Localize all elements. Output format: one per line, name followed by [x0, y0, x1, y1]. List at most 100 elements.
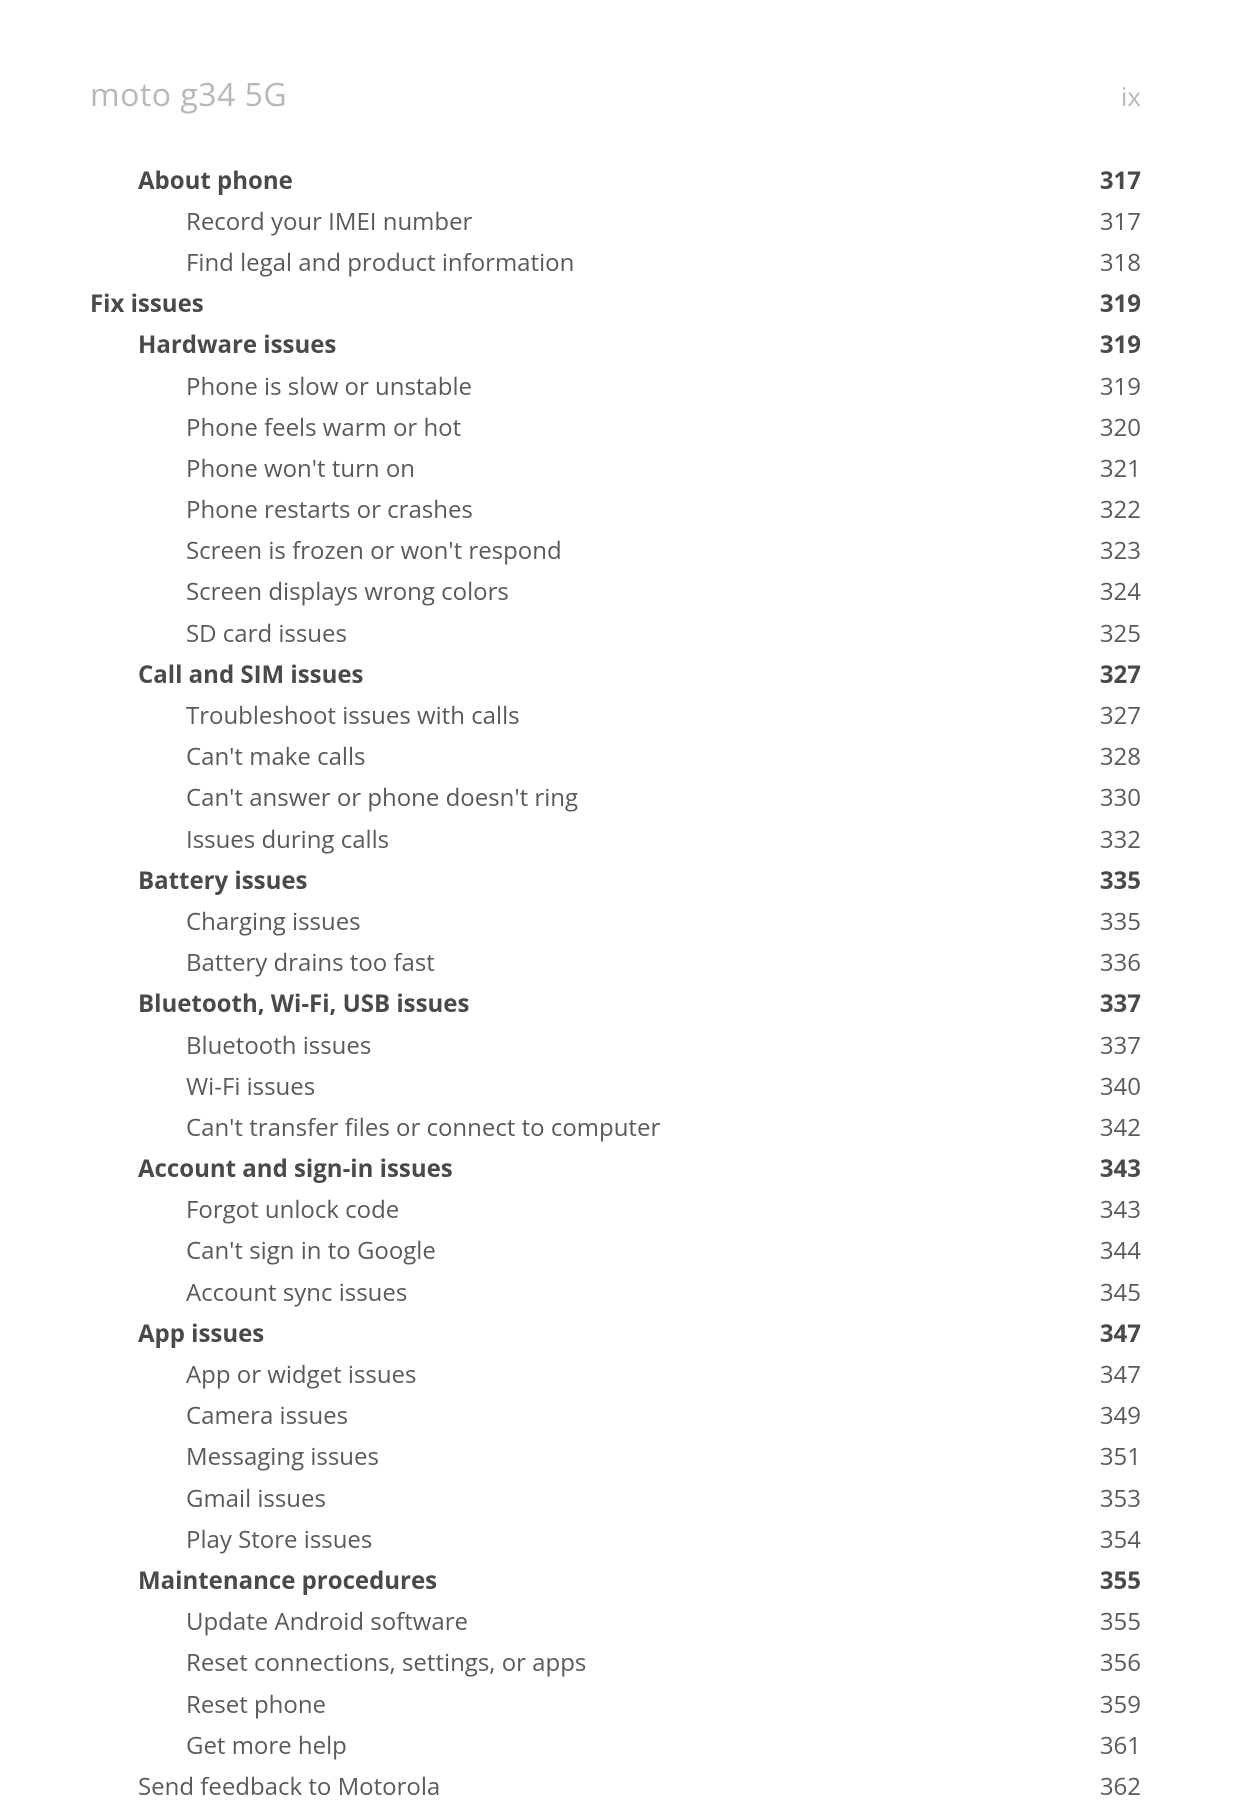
toc-row[interactable]: Account and sign-in issues343	[90, 1148, 1141, 1189]
toc-page: 327	[1080, 697, 1141, 734]
toc-page: 362	[1080, 1768, 1141, 1805]
toc-page: 328	[1080, 738, 1141, 775]
toc-label: Play Store issues	[186, 1521, 1080, 1558]
toc-row[interactable]: Phone is slow or unstable319	[90, 366, 1141, 407]
toc-page: 321	[1080, 450, 1141, 487]
toc-row[interactable]: Play Store issues354	[90, 1519, 1141, 1560]
toc-page: 317	[1080, 203, 1141, 240]
toc-row[interactable]: Camera issues349	[90, 1395, 1141, 1436]
toc-label: Account and sign-in issues	[138, 1150, 1080, 1187]
toc-page: 317	[1080, 162, 1141, 199]
toc-row[interactable]: Gmail issues353	[90, 1478, 1141, 1519]
toc-label: Can't answer or phone doesn't ring	[186, 779, 1080, 816]
toc-label: Troubleshoot issues with calls	[186, 697, 1080, 734]
toc-label: Send feedback to Motorola	[138, 1768, 1080, 1805]
toc-page: 355	[1080, 1562, 1141, 1599]
toc-label: Screen displays wrong colors	[186, 573, 1080, 610]
toc-row[interactable]: Charging issues335	[90, 901, 1141, 942]
toc-row[interactable]: Battery issues335	[90, 860, 1141, 901]
toc-label: Forgot unlock code	[186, 1191, 1080, 1228]
toc-row[interactable]: Troubleshoot issues with calls327	[90, 695, 1141, 736]
toc-label: Screen is frozen or won't respond	[186, 532, 1080, 569]
toc-page: 351	[1080, 1438, 1141, 1475]
toc-page: 337	[1080, 1027, 1141, 1064]
toc-page: 327	[1080, 656, 1141, 693]
toc-row[interactable]: Wi-Fi issues340	[90, 1066, 1141, 1107]
toc-page: 359	[1080, 1686, 1141, 1723]
toc-page: 318	[1080, 244, 1141, 281]
toc-row[interactable]: Screen is frozen or won't respond323	[90, 530, 1141, 571]
toc-row[interactable]: Update Android software355	[90, 1601, 1141, 1642]
toc-page: 330	[1080, 779, 1141, 816]
toc-page: 342	[1080, 1109, 1141, 1146]
toc-row[interactable]: Fix issues319	[90, 283, 1141, 324]
toc-label: About phone	[138, 162, 1080, 199]
toc-label: SD card issues	[186, 615, 1080, 652]
toc-page: 354	[1080, 1521, 1141, 1558]
toc-label: Phone is slow or unstable	[186, 368, 1080, 405]
toc-label: Wi-Fi issues	[186, 1068, 1080, 1105]
toc-page: 349	[1080, 1397, 1141, 1434]
toc-row[interactable]: Can't transfer files or connect to compu…	[90, 1107, 1141, 1148]
toc-row[interactable]: Get more help361	[90, 1725, 1141, 1766]
toc-label: Get more help	[186, 1727, 1080, 1764]
toc-row[interactable]: Call and SIM issues327	[90, 654, 1141, 695]
toc-row[interactable]: App or widget issues347	[90, 1354, 1141, 1395]
toc-row[interactable]: Phone won't turn on321	[90, 448, 1141, 489]
toc-row[interactable]: Forgot unlock code343	[90, 1189, 1141, 1230]
toc-label: Phone won't turn on	[186, 450, 1080, 487]
toc-row[interactable]: Issues during calls332	[90, 819, 1141, 860]
toc-page: 324	[1080, 573, 1141, 610]
toc-page: 319	[1080, 285, 1141, 322]
toc-row[interactable]: Find legal and product information318	[90, 242, 1141, 283]
toc-page: 322	[1080, 491, 1141, 528]
toc-label: Charging issues	[186, 903, 1080, 940]
page-header: moto g34 5G ix	[90, 70, 1141, 120]
toc-label: Camera issues	[186, 1397, 1080, 1434]
toc-row[interactable]: Reset connections, settings, or apps356	[90, 1642, 1141, 1683]
toc-row[interactable]: Screen displays wrong colors324	[90, 571, 1141, 612]
toc-label: Find legal and product information	[186, 244, 1080, 281]
toc-label: Phone restarts or crashes	[186, 491, 1080, 528]
toc-page: 353	[1080, 1480, 1141, 1517]
toc-label: Phone feels warm or hot	[186, 409, 1080, 446]
toc-row[interactable]: SD card issues325	[90, 613, 1141, 654]
toc-row[interactable]: Messaging issues351	[90, 1436, 1141, 1477]
toc-label: Can't sign in to Google	[186, 1232, 1080, 1269]
toc-row[interactable]: Reset phone359	[90, 1684, 1141, 1725]
toc-row[interactable]: Can't make calls328	[90, 736, 1141, 777]
toc-page: 320	[1080, 409, 1141, 446]
toc-page: 340	[1080, 1068, 1141, 1105]
toc-row[interactable]: Send feedback to Motorola362	[90, 1766, 1141, 1807]
toc-page: 343	[1080, 1150, 1141, 1187]
toc-page: 347	[1080, 1356, 1141, 1393]
toc-label: Reset phone	[186, 1686, 1080, 1723]
toc-row[interactable]: Record your IMEI number317	[90, 201, 1141, 242]
toc-row[interactable]: Can't sign in to Google344	[90, 1230, 1141, 1271]
toc-page: 335	[1080, 862, 1141, 899]
toc-row[interactable]: Bluetooth issues337	[90, 1025, 1141, 1066]
toc-row[interactable]: App issues347	[90, 1313, 1141, 1354]
toc-row[interactable]: Account sync issues345	[90, 1272, 1141, 1313]
toc-page: 323	[1080, 532, 1141, 569]
toc-row[interactable]: Can't answer or phone doesn't ring330	[90, 777, 1141, 818]
toc-row[interactable]: Bluetooth, Wi-Fi, USB issues337	[90, 983, 1141, 1024]
toc-page: 347	[1080, 1315, 1141, 1352]
toc-label: App issues	[138, 1315, 1080, 1352]
toc-label: Issues during calls	[186, 821, 1080, 858]
toc-label: Can't transfer files or connect to compu…	[186, 1109, 1080, 1146]
page-number-roman: ix	[1121, 76, 1141, 116]
toc-row[interactable]: Phone feels warm or hot320	[90, 407, 1141, 448]
toc-row[interactable]: Phone restarts or crashes322	[90, 489, 1141, 530]
toc-page: 345	[1080, 1274, 1141, 1311]
toc-label: Record your IMEI number	[186, 203, 1080, 240]
toc-label: Call and SIM issues	[138, 656, 1080, 693]
toc-row[interactable]: Maintenance procedures355	[90, 1560, 1141, 1601]
toc-label: Maintenance procedures	[138, 1562, 1080, 1599]
toc-label: Can't make calls	[186, 738, 1080, 775]
toc-label: Reset connections, settings, or apps	[186, 1644, 1080, 1681]
toc-row[interactable]: Hardware issues319	[90, 324, 1141, 365]
toc-row[interactable]: Battery drains too fast336	[90, 942, 1141, 983]
toc-row[interactable]: About phone317	[90, 160, 1141, 201]
toc-label: Hardware issues	[138, 326, 1080, 363]
